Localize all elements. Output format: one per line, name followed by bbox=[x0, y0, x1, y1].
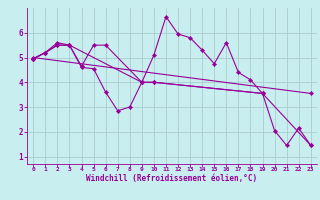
X-axis label: Windchill (Refroidissement éolien,°C): Windchill (Refroidissement éolien,°C) bbox=[86, 174, 258, 183]
